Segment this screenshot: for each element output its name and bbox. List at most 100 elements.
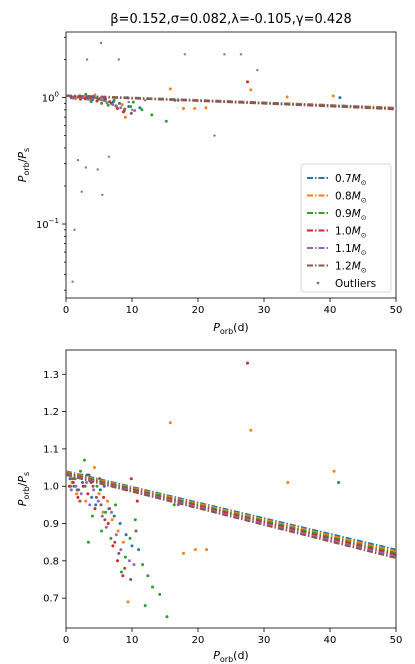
scatter-point xyxy=(98,488,102,492)
scatter-point xyxy=(111,544,115,548)
plot-area xyxy=(65,349,397,629)
legend-entry: 0.7M⊙ xyxy=(335,173,367,187)
x-tick-label: 20 xyxy=(192,305,205,316)
scatter-point xyxy=(121,540,125,544)
scatter-point xyxy=(172,503,176,507)
outlier-point xyxy=(130,108,134,112)
scatter-point xyxy=(249,428,253,432)
scatter-point xyxy=(106,103,110,107)
outlier-point xyxy=(73,228,76,231)
scatter-point xyxy=(110,518,114,522)
x-tick-label: 50 xyxy=(390,305,403,316)
y-axis-ticks: 10−1 100 xyxy=(36,36,66,291)
outlier-point xyxy=(239,53,243,56)
outlier-point xyxy=(96,168,99,171)
series-line xyxy=(66,471,396,554)
scatter-point xyxy=(106,522,110,525)
scatter-point xyxy=(246,361,249,365)
scatter-point xyxy=(71,481,75,484)
scatter-point xyxy=(86,492,90,496)
outlier-point xyxy=(213,134,216,137)
plot-area xyxy=(65,31,397,299)
scatter-point xyxy=(285,95,289,99)
scatter-point xyxy=(133,109,137,112)
outlier-point xyxy=(183,53,186,56)
scatter-point xyxy=(124,533,128,537)
scatter-point xyxy=(96,499,100,503)
scatter-point xyxy=(116,529,120,533)
bottom-chart: 0 10 20 30 40 50 0.7 0.8 0.9 1.0 1.1 1.2 1.3 Porb(d… xyxy=(16,349,403,664)
legend-entry: 1.0M⊙ xyxy=(335,226,367,240)
y-tick-label: 0.8 xyxy=(43,556,59,567)
outlier-point xyxy=(85,58,89,61)
scatter-point xyxy=(168,87,172,91)
scatter-point xyxy=(68,477,72,481)
scatter-point xyxy=(71,477,75,481)
scatter-point xyxy=(85,481,88,484)
series-line xyxy=(66,470,396,551)
legend-entry: 0.9M⊙ xyxy=(335,208,367,222)
scatter-point xyxy=(90,495,94,499)
scatter-point xyxy=(164,119,168,123)
series-line xyxy=(66,471,396,553)
scatter-point xyxy=(205,548,209,552)
x-tick-label: 50 xyxy=(390,635,403,646)
scatter-point xyxy=(86,540,90,544)
scatter-point xyxy=(114,533,118,537)
scatter-point xyxy=(100,529,104,533)
scatter-point xyxy=(96,97,100,101)
legend-marker xyxy=(316,281,320,285)
scatter-point xyxy=(104,525,108,529)
scatter-point xyxy=(118,522,122,525)
x-tick-label: 40 xyxy=(324,635,337,646)
scatter-point xyxy=(100,514,104,518)
scatter-point xyxy=(116,559,119,563)
scatter-point xyxy=(128,536,132,540)
scatter-point xyxy=(79,469,82,473)
scatter-point xyxy=(102,495,106,499)
scatter-point xyxy=(132,563,136,567)
scatter-point xyxy=(103,518,107,522)
scatter-point xyxy=(130,544,134,548)
scatter-point xyxy=(141,563,145,567)
scatter-point xyxy=(75,488,79,492)
scatter-point xyxy=(119,570,123,574)
y-axis-label: Porb/Ps xyxy=(16,148,31,182)
scatter-point xyxy=(119,106,123,110)
scatter-point xyxy=(105,101,109,105)
scatter-point xyxy=(92,466,96,469)
scatter-point xyxy=(101,510,105,514)
scatter-point xyxy=(126,600,130,604)
scatter-point xyxy=(99,503,103,507)
scatter-point xyxy=(116,107,119,110)
scatter-point xyxy=(131,100,135,104)
scatter-point xyxy=(76,495,80,499)
scatter-point xyxy=(83,458,86,462)
scatter-point xyxy=(109,536,113,540)
y-tick-label: 1.0 xyxy=(43,482,59,493)
scatter-point xyxy=(75,492,79,496)
scatter-point xyxy=(79,97,82,101)
scatter-point xyxy=(91,484,95,488)
scatter-point xyxy=(286,481,290,484)
scatter-point xyxy=(123,115,127,119)
legend: 0.7M⊙ 0.8M⊙ 0.9M⊙ 1.0M⊙ 1.1M⊙ 1.2M⊙ Outliers xyxy=(300,163,392,293)
scatter-point xyxy=(133,518,137,522)
scatter-point xyxy=(79,492,83,496)
scatter-point xyxy=(129,111,133,115)
series-line xyxy=(66,94,396,111)
scatter-point xyxy=(110,510,113,514)
outlier-point xyxy=(223,53,226,56)
scatter-point xyxy=(168,421,172,425)
scatter-point xyxy=(108,507,112,511)
scatter-point xyxy=(90,514,94,518)
scatter-point xyxy=(331,94,335,98)
y-axis-ticks: 0.7 0.8 0.9 1.0 1.1 1.2 1.3 xyxy=(43,370,66,605)
scatter-point xyxy=(134,529,138,533)
scatter-point xyxy=(103,98,107,102)
scatter-point xyxy=(112,98,116,102)
scatter-point xyxy=(138,106,142,110)
scatter-point xyxy=(111,103,115,107)
outlier-point xyxy=(84,166,88,169)
x-tick-label: 40 xyxy=(324,305,337,316)
